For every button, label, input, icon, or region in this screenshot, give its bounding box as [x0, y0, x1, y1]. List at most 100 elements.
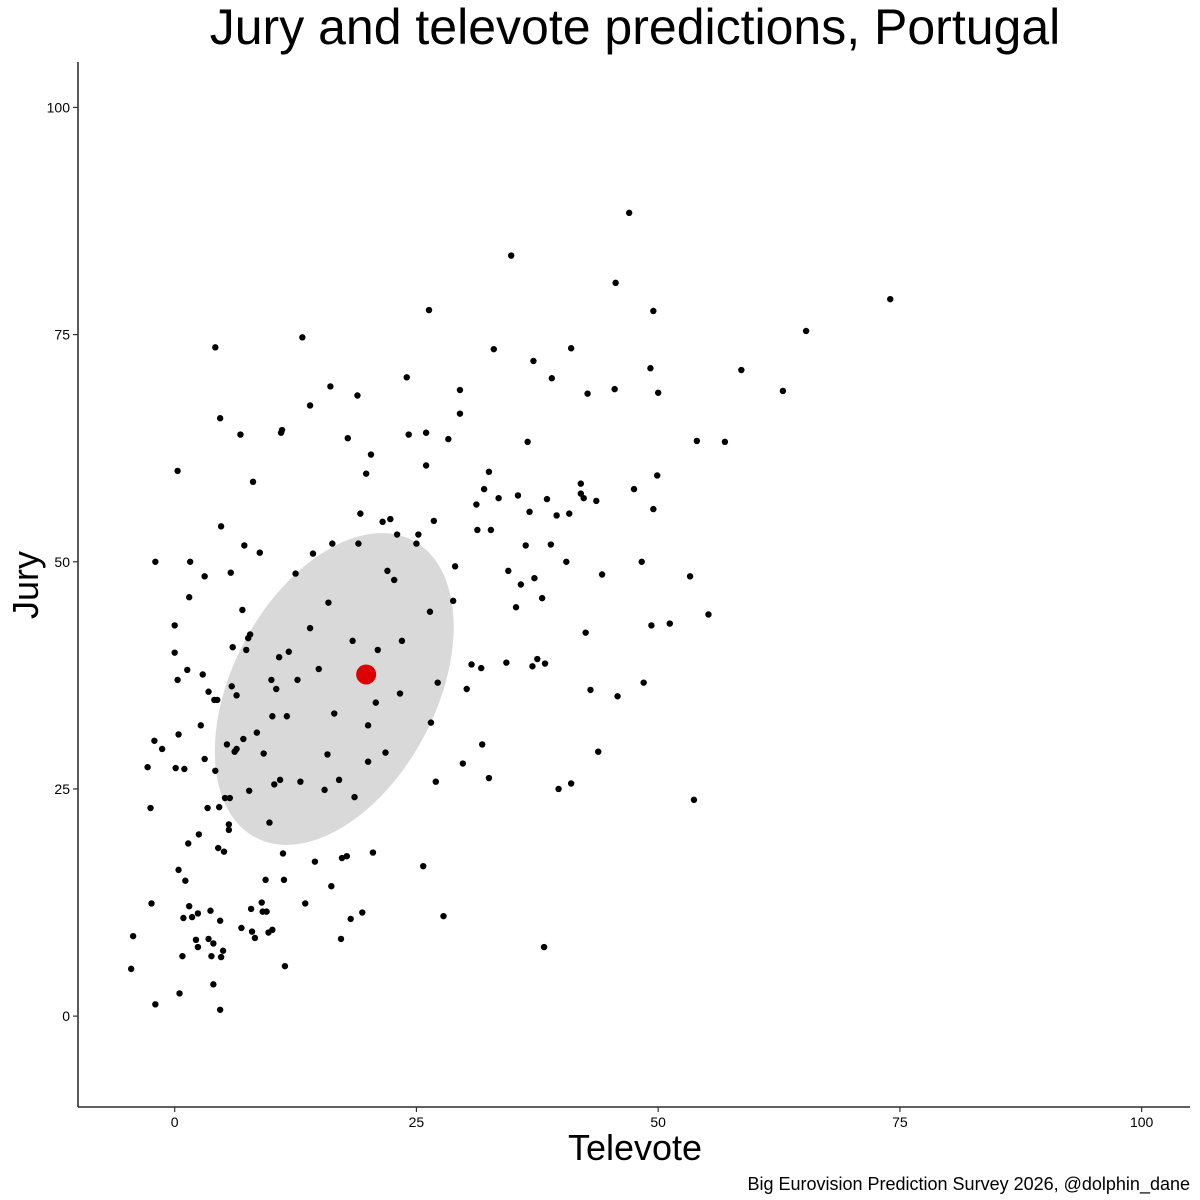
data-point	[188, 913, 196, 921]
data-point	[738, 366, 745, 374]
data-point	[227, 569, 234, 576]
data-point	[266, 819, 273, 826]
data-point	[422, 462, 430, 469]
data-point	[473, 501, 480, 508]
data-point	[212, 767, 219, 774]
data-point	[567, 780, 575, 787]
data-point	[512, 604, 520, 611]
data-point	[335, 776, 343, 784]
data-point	[180, 914, 187, 922]
data-point	[315, 665, 322, 673]
data-point	[580, 494, 587, 502]
data-point	[887, 295, 894, 303]
data-point	[174, 676, 181, 684]
data-point	[337, 935, 345, 943]
data-point	[204, 804, 211, 812]
data-point	[543, 495, 551, 503]
data-point	[427, 719, 435, 726]
data-point	[144, 763, 151, 771]
data-point	[129, 932, 137, 940]
data-point	[522, 542, 529, 549]
data-point	[529, 663, 536, 670]
data-point	[240, 735, 247, 743]
data-point	[654, 472, 661, 479]
data-point	[382, 749, 389, 756]
y-tick-label: 100	[47, 99, 71, 115]
data-point	[614, 693, 621, 700]
data-point	[306, 624, 314, 632]
data-point	[175, 866, 182, 874]
data-point	[223, 741, 231, 748]
data-point	[281, 962, 289, 970]
data-point	[205, 935, 212, 943]
data-point	[152, 1001, 159, 1008]
data-point	[612, 279, 619, 287]
data-point	[207, 907, 214, 914]
data-point	[593, 497, 600, 505]
data-point	[413, 540, 420, 547]
plot-area: 0 25 50 75 100 0 25 50 75 100	[47, 62, 1190, 1130]
data-point	[555, 785, 562, 793]
x-tick-label: 25	[409, 1114, 425, 1130]
data-point	[598, 571, 606, 578]
data-point	[587, 686, 594, 694]
chart-caption: Big Eurovision Prediction Survey 2026, @…	[747, 1174, 1190, 1195]
y-tick-label: 50	[54, 554, 70, 570]
data-point	[403, 374, 410, 381]
y-tick-label: 25	[54, 781, 70, 797]
data-point	[531, 574, 538, 582]
data-point	[456, 410, 464, 417]
data-point	[584, 390, 591, 397]
data-point	[263, 908, 270, 915]
data-point	[325, 599, 332, 606]
mean-point	[356, 664, 377, 685]
x-tick-label: 75	[892, 1114, 908, 1130]
data-point	[432, 778, 439, 785]
data-point	[186, 558, 194, 565]
data-point	[524, 438, 531, 446]
data-point	[233, 692, 240, 699]
data-point	[802, 327, 810, 335]
data-point	[176, 990, 183, 997]
data-point	[538, 594, 546, 602]
data-point	[237, 431, 244, 438]
data-point	[285, 648, 292, 655]
data-point	[324, 751, 331, 758]
data-point	[214, 696, 221, 704]
data-point	[221, 794, 229, 802]
data-point	[396, 690, 404, 697]
data-point	[268, 676, 275, 684]
data-point	[355, 540, 362, 547]
data-point	[379, 518, 386, 525]
data-point	[201, 573, 208, 580]
data-point	[238, 924, 245, 932]
data-point	[503, 659, 510, 666]
data-point	[245, 787, 253, 794]
data-point	[194, 943, 202, 951]
data-point	[172, 764, 179, 772]
data-point	[181, 765, 188, 773]
data-point	[721, 438, 729, 446]
data-point	[199, 671, 206, 678]
data-point	[563, 558, 570, 565]
data-point	[372, 699, 380, 706]
data-point	[478, 664, 485, 672]
data-point	[216, 1006, 224, 1013]
data-point	[309, 550, 317, 557]
data-point	[248, 928, 256, 935]
data-point	[485, 468, 493, 476]
data-point	[490, 345, 497, 353]
data-point	[485, 774, 493, 782]
data-point	[577, 490, 585, 497]
data-point	[530, 357, 537, 365]
data-point	[415, 531, 422, 538]
data-point	[420, 862, 427, 870]
data-point	[271, 781, 278, 788]
data-point	[331, 710, 338, 717]
data-point	[306, 402, 314, 409]
data-point	[225, 826, 233, 834]
x-tick-label: 100	[1130, 1114, 1154, 1130]
data-point	[357, 510, 364, 517]
data-point	[541, 660, 549, 667]
